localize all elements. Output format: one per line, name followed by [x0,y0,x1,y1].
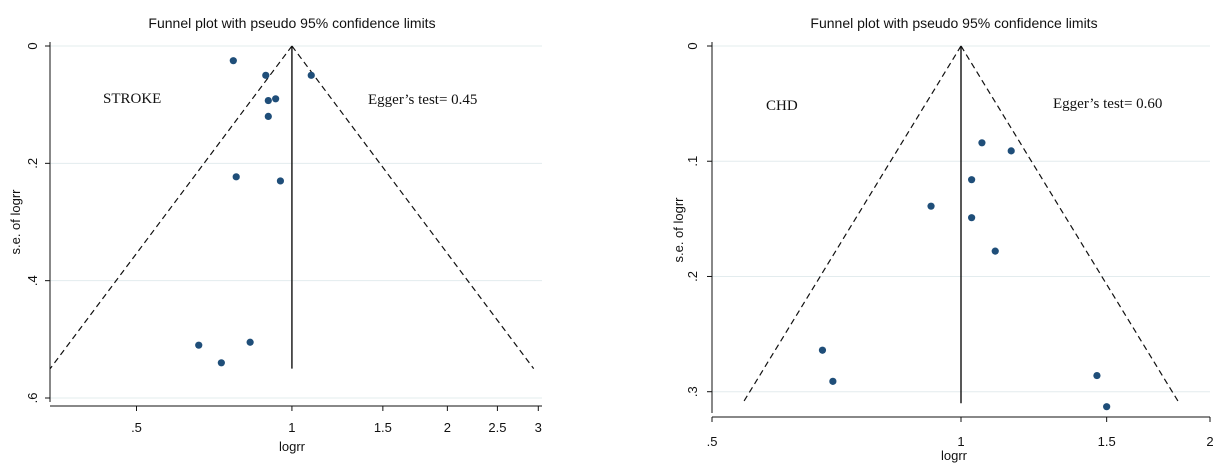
funnel-plot-chd: Funnel plot with pseudo 95% confidence l… [671,15,1213,463]
y-tick-label: .6 [25,393,40,404]
data-point [195,341,203,349]
egger-test-label: Egger’s test= 0.45 [368,92,477,108]
x-tick-label: 1.5 [1098,434,1116,449]
data-point [927,202,935,210]
y-axis-label: s.e. of logrr [8,189,23,255]
data-point [968,214,976,222]
x-tick-label: .5 [131,420,142,435]
x-tick-label: 2 [444,420,451,435]
x-tick-label: 1 [957,434,964,449]
data-point [264,96,272,105]
y-tick-label: 0 [25,42,40,49]
x-tick-label: 1.5 [374,420,392,435]
data-point [1093,371,1101,380]
data-point [307,71,315,79]
data-point [829,377,837,385]
y-tick-label: .2 [25,158,40,169]
data-point [1103,403,1111,411]
data-point [968,176,976,184]
y-tick-label: .2 [685,271,700,282]
confidence-limit-upper [291,45,535,370]
data-point [1007,147,1015,155]
data-point [276,177,285,185]
x-tick-label: 1 [288,420,295,435]
y-tick-label: 0 [685,42,700,49]
group-label-chd: CHD [766,98,798,114]
chart-title: Funnel plot with pseudo 95% confidence l… [810,15,1097,31]
y-tick-label: .4 [25,275,40,286]
data-point [246,338,254,346]
data-point [217,359,225,367]
x-tick-label: 2.5 [488,420,506,435]
y-tick-label: .3 [685,386,700,397]
x-tick-label: 3 [535,420,542,435]
y-tick-label: .1 [685,156,700,167]
data-point [229,57,237,65]
egger-test-label: Egger’s test= 0.60 [1053,96,1162,112]
data-point [978,139,986,147]
chart-title: Funnel plot with pseudo 95% confidence l… [148,15,435,31]
x-tick-label: 2 [1206,434,1213,449]
y-axis-label: s.e. of logrr [671,197,686,263]
data-point [272,95,280,103]
x-tick-label: .5 [707,434,718,449]
confidence-limit-lower [49,45,293,370]
data-point [232,173,240,181]
data-point [262,71,270,79]
data-point [991,247,999,255]
x-axis-label: logrr [279,439,306,454]
data-point [818,346,827,354]
data-point [264,112,272,120]
x-axis-label: logrr [941,448,968,463]
group-label-stroke: STROKE [103,91,161,107]
funnel-plot-stroke: Funnel plot with pseudo 95% confidence l… [8,15,542,454]
